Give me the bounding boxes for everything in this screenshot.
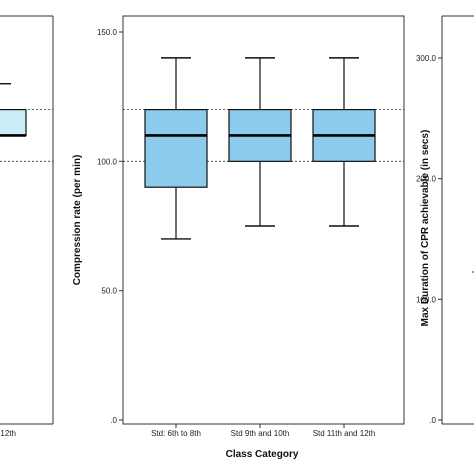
y-tick-label: .0 bbox=[429, 416, 436, 425]
iqr-box bbox=[0, 108, 27, 137]
y-tick-label: 50.0 bbox=[101, 287, 117, 296]
center-panel: .0 50.0 100.0 150.0 Std: 6th to 8th Std 9th a… bbox=[72, 15, 405, 460]
y-tick-label: 200.0 bbox=[416, 175, 437, 184]
y-tick-label: 100.0 bbox=[416, 295, 437, 304]
x-tick-label: Std 11th and 12th bbox=[313, 429, 376, 438]
y-tick-label: 150.0 bbox=[97, 28, 118, 37]
right-partial-panel: .0 100.0 200.0 300.0 Max Duration of CPR ach… bbox=[416, 15, 474, 425]
x-tick-label: nd 12th bbox=[0, 429, 16, 438]
left-partial-panel: nd 12th bbox=[0, 15, 54, 438]
plot-frame bbox=[122, 15, 405, 425]
y-tick-label: 100.0 bbox=[97, 157, 118, 166]
x-tick-label: Std 9th and 10th bbox=[231, 429, 290, 438]
y-tick-label: 300.0 bbox=[416, 54, 437, 63]
y-axis-title: Max Duration of CPR achievable (in secs) bbox=[420, 130, 431, 327]
x-tick-label: Std: 6th to 8th bbox=[151, 429, 201, 438]
iqr-box bbox=[144, 108, 208, 188]
x-axis-title: Class Category bbox=[226, 449, 299, 460]
y-axis-title: Compression rate (per min) bbox=[72, 155, 83, 286]
y-tick-label: .0 bbox=[110, 416, 117, 425]
